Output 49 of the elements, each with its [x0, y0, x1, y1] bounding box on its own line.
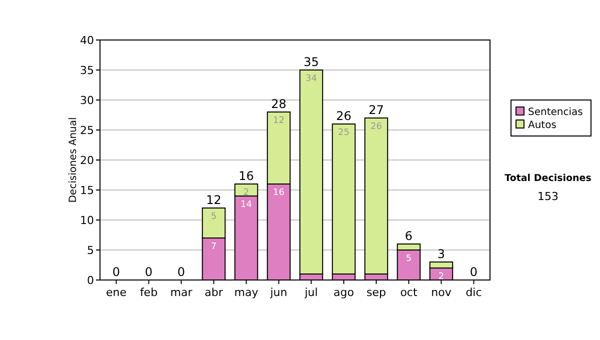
- text: Total Decisiones: [504, 173, 592, 184]
- x-tick-label: abr: [204, 286, 224, 299]
- data-label: 14: [240, 200, 252, 210]
- total-label: 0: [470, 265, 478, 279]
- y-tick-label: 0: [87, 274, 94, 287]
- total-label: 0: [177, 265, 186, 279]
- data-label: 25: [338, 128, 350, 138]
- legend-label: Autos: [528, 120, 556, 131]
- total-label: 6: [404, 229, 413, 243]
- x-tick-label: feb: [140, 286, 158, 299]
- total-label: 26: [336, 109, 352, 123]
- x-tick-label: mar: [170, 286, 193, 299]
- x-tick-label: dic: [466, 286, 482, 299]
- legend-label: Sentencias: [528, 107, 583, 118]
- data-label: 2: [438, 272, 444, 282]
- data-label: 16: [273, 188, 285, 198]
- x-tick-label: ago: [334, 286, 354, 299]
- total-label: 16: [238, 169, 254, 183]
- data-label: 26: [370, 122, 382, 132]
- data-label: 2: [243, 188, 250, 198]
- data-label: 34: [306, 74, 318, 84]
- x-tick-label: nov: [431, 286, 452, 299]
- total-label: 3: [437, 247, 446, 261]
- total-label: 0: [144, 265, 153, 279]
- total-label: 27: [368, 103, 384, 117]
- x-tick-label: sep: [366, 286, 386, 299]
- x-tick-label: may: [234, 286, 259, 299]
- y-tick-label: 15: [80, 184, 94, 197]
- y-tick-label: 20: [80, 154, 94, 167]
- y-tick-label: 35: [80, 64, 94, 77]
- y-tick-label: 25: [80, 124, 94, 137]
- data-label: 5: [210, 212, 217, 222]
- x-tick-label: jun: [269, 286, 288, 299]
- x-tick-label: jul: [304, 286, 318, 299]
- y-tick-label: 30: [80, 94, 94, 107]
- x-tick-label: oct: [400, 286, 418, 299]
- y-axis-title: Decisiones Anual: [68, 117, 79, 203]
- total-label: 12: [206, 193, 222, 207]
- data-label: 7: [210, 242, 217, 252]
- data-label: 5: [406, 254, 412, 264]
- text: 153: [538, 190, 558, 203]
- data-label: 12: [273, 116, 284, 126]
- x-tick-label: ene: [106, 286, 127, 299]
- y-tick-label: 40: [80, 34, 94, 47]
- total-label: 0: [112, 265, 120, 279]
- total-label: 35: [304, 55, 319, 69]
- y-tick-label: 10: [80, 214, 94, 227]
- total-label: 28: [271, 97, 286, 111]
- y-tick-label: 5: [87, 244, 94, 257]
